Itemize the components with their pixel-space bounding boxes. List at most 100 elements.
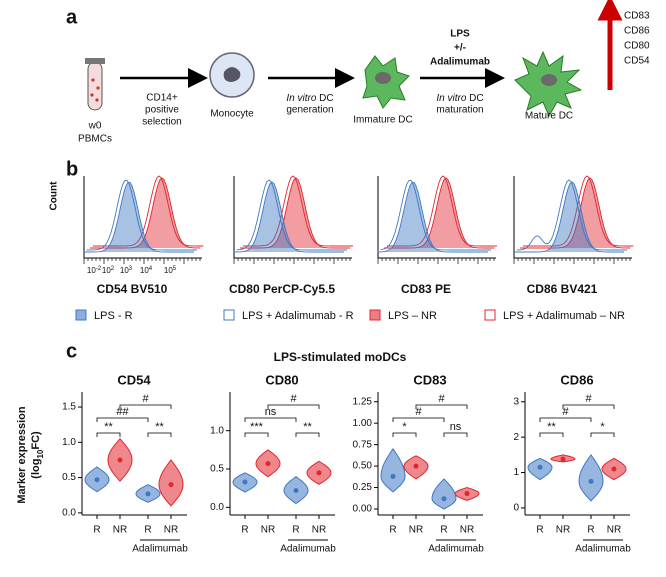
y-tick-label: 0.75 (353, 439, 373, 450)
median-dot (94, 477, 100, 483)
text: 10 (102, 266, 111, 275)
significance: ns (450, 421, 462, 433)
histogram (90, 177, 201, 249)
x-tick-label: 103 (120, 266, 133, 276)
x-tick-label: R (93, 525, 100, 536)
legend-swatch (75, 309, 87, 321)
significance: ** (547, 421, 556, 433)
histogram (83, 181, 194, 253)
x-tick-label: NR (460, 525, 474, 536)
median-dot (413, 463, 419, 469)
x-tick-label: R (587, 525, 594, 536)
y-tick-label: 0.0 (62, 508, 76, 519)
bracket (562, 404, 615, 409)
median-dot (537, 464, 543, 470)
text: 10 (36, 449, 45, 458)
panel-title: CD83 PE (401, 282, 451, 296)
histogram (86, 179, 197, 251)
text: +/- (454, 43, 466, 54)
histogram (387, 175, 497, 247)
histogram (243, 175, 353, 247)
significance: # (290, 393, 297, 405)
median-dot (560, 456, 566, 462)
text: -2 (96, 266, 102, 272)
legend-label: LPS – NR (388, 310, 437, 322)
histogram (516, 179, 627, 251)
legend-swatch (223, 309, 235, 321)
significance: * (600, 421, 605, 433)
text: In vitro DC (436, 93, 483, 104)
panel-label: c (66, 340, 77, 362)
bracket (267, 404, 320, 409)
panel-title: CD86 BV421 (527, 282, 598, 296)
median-dot (293, 487, 299, 493)
x-tick-label: R (292, 525, 299, 536)
axis-label: Count (49, 181, 60, 211)
text: maturation (436, 105, 483, 116)
text: Adalimumab (430, 57, 490, 68)
significance: # (415, 406, 422, 418)
y-tick-label: 0.5 (62, 472, 76, 483)
panel-title: CD54 BV510 (97, 282, 168, 296)
y-tick-label: 1.25 (353, 396, 373, 407)
x-tick-label: R (144, 525, 151, 536)
text: 10 (140, 266, 149, 275)
median-dot (316, 470, 322, 476)
y-tick-label: 0.50 (353, 461, 373, 472)
median-dot (168, 482, 174, 488)
bracket (415, 404, 468, 409)
x-tick-label: NR (607, 525, 621, 536)
x-tick-label: 104 (140, 266, 153, 276)
significance: # (585, 393, 592, 405)
significance: ** (104, 421, 113, 433)
text: DC (466, 93, 483, 104)
x-tick-label: NR (556, 525, 570, 536)
text: 10 (164, 266, 173, 275)
bracket (96, 432, 121, 437)
median-dot (588, 478, 594, 484)
x-tick-label: 10-2 (87, 266, 102, 276)
y-tick-label: 1.00 (353, 418, 373, 429)
histogram (240, 177, 350, 249)
text: In vitro (286, 93, 316, 104)
nucleus (223, 67, 241, 82)
group-label: Adalimumab (280, 544, 336, 555)
violin (578, 453, 604, 502)
marker: CD54 (624, 56, 650, 67)
legend-swatch (369, 309, 381, 321)
text: In vitro (436, 93, 466, 104)
axis-label: Marker expression (16, 406, 28, 503)
text: In vitro DC (286, 93, 333, 104)
median-dot (242, 479, 248, 485)
legend-label: LPS + Adalimumab - R (242, 310, 354, 322)
panel-title: CD80 PerCP-Cy5.5 (229, 282, 335, 296)
significance: *** (250, 421, 264, 433)
median-dot (390, 473, 396, 479)
median-dot (117, 457, 123, 463)
marker: CD86 (624, 26, 650, 37)
median-dot (611, 466, 617, 472)
x-tick-label: 105 (164, 266, 177, 276)
histogram (523, 175, 633, 247)
y-tick-label: 1 (513, 467, 519, 478)
chart-title: CD54 (117, 372, 151, 387)
panel-label: a (66, 6, 78, 28)
violin (380, 448, 406, 493)
text: 3 (129, 266, 133, 272)
significance: # (142, 393, 149, 405)
x-tick-label: R (389, 525, 396, 536)
significance: ns (265, 406, 277, 418)
x-tick-label: R (440, 525, 447, 536)
histogram (520, 177, 631, 249)
bracket (295, 432, 320, 437)
median-dot (265, 461, 271, 467)
marker: CD80 (624, 41, 650, 52)
text: PBMCs (78, 134, 112, 145)
x-tick-label: NR (164, 525, 178, 536)
bracket (244, 417, 297, 422)
bracket (147, 432, 172, 437)
median-dot (145, 491, 151, 497)
text: positive (145, 105, 179, 116)
text: FC) (30, 431, 42, 450)
significance: * (402, 421, 407, 433)
